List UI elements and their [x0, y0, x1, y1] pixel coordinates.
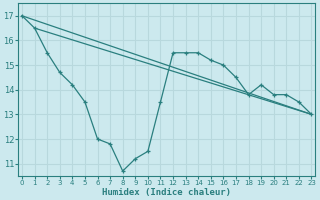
X-axis label: Humidex (Indice chaleur): Humidex (Indice chaleur) — [102, 188, 231, 197]
